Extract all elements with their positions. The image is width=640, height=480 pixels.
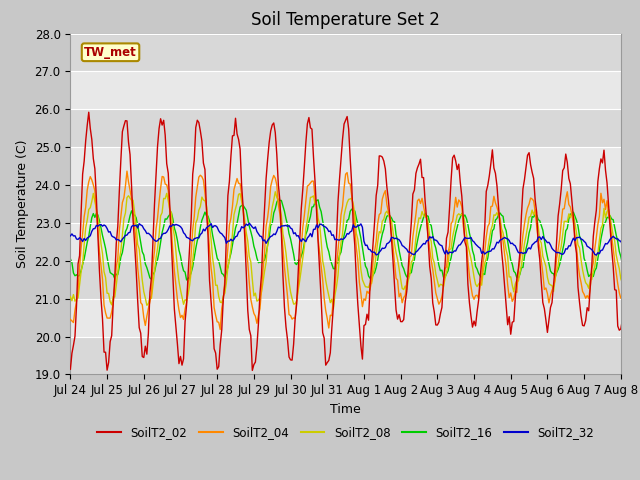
Line: SoilT2_32: SoilT2_32 bbox=[70, 223, 640, 255]
Bar bbox=[70, 72, 621, 109]
X-axis label: Time: Time bbox=[330, 403, 361, 416]
Title: Soil Temperature Set 2: Soil Temperature Set 2 bbox=[251, 11, 440, 29]
Bar bbox=[70, 34, 621, 72]
Bar bbox=[70, 299, 621, 336]
Bar bbox=[70, 261, 621, 299]
Text: TW_met: TW_met bbox=[84, 46, 137, 59]
Line: SoilT2_04: SoilT2_04 bbox=[70, 171, 640, 330]
Bar bbox=[70, 109, 621, 147]
Bar bbox=[70, 185, 621, 223]
Legend: SoilT2_02, SoilT2_04, SoilT2_08, SoilT2_16, SoilT2_32: SoilT2_02, SoilT2_04, SoilT2_08, SoilT2_… bbox=[93, 421, 598, 444]
Bar bbox=[70, 223, 621, 261]
Line: SoilT2_16: SoilT2_16 bbox=[70, 199, 640, 280]
Y-axis label: Soil Temperature (C): Soil Temperature (C) bbox=[16, 140, 29, 268]
Bar bbox=[70, 336, 621, 374]
Bar bbox=[70, 147, 621, 185]
Line: SoilT2_08: SoilT2_08 bbox=[70, 192, 640, 309]
Line: SoilT2_02: SoilT2_02 bbox=[70, 112, 640, 371]
